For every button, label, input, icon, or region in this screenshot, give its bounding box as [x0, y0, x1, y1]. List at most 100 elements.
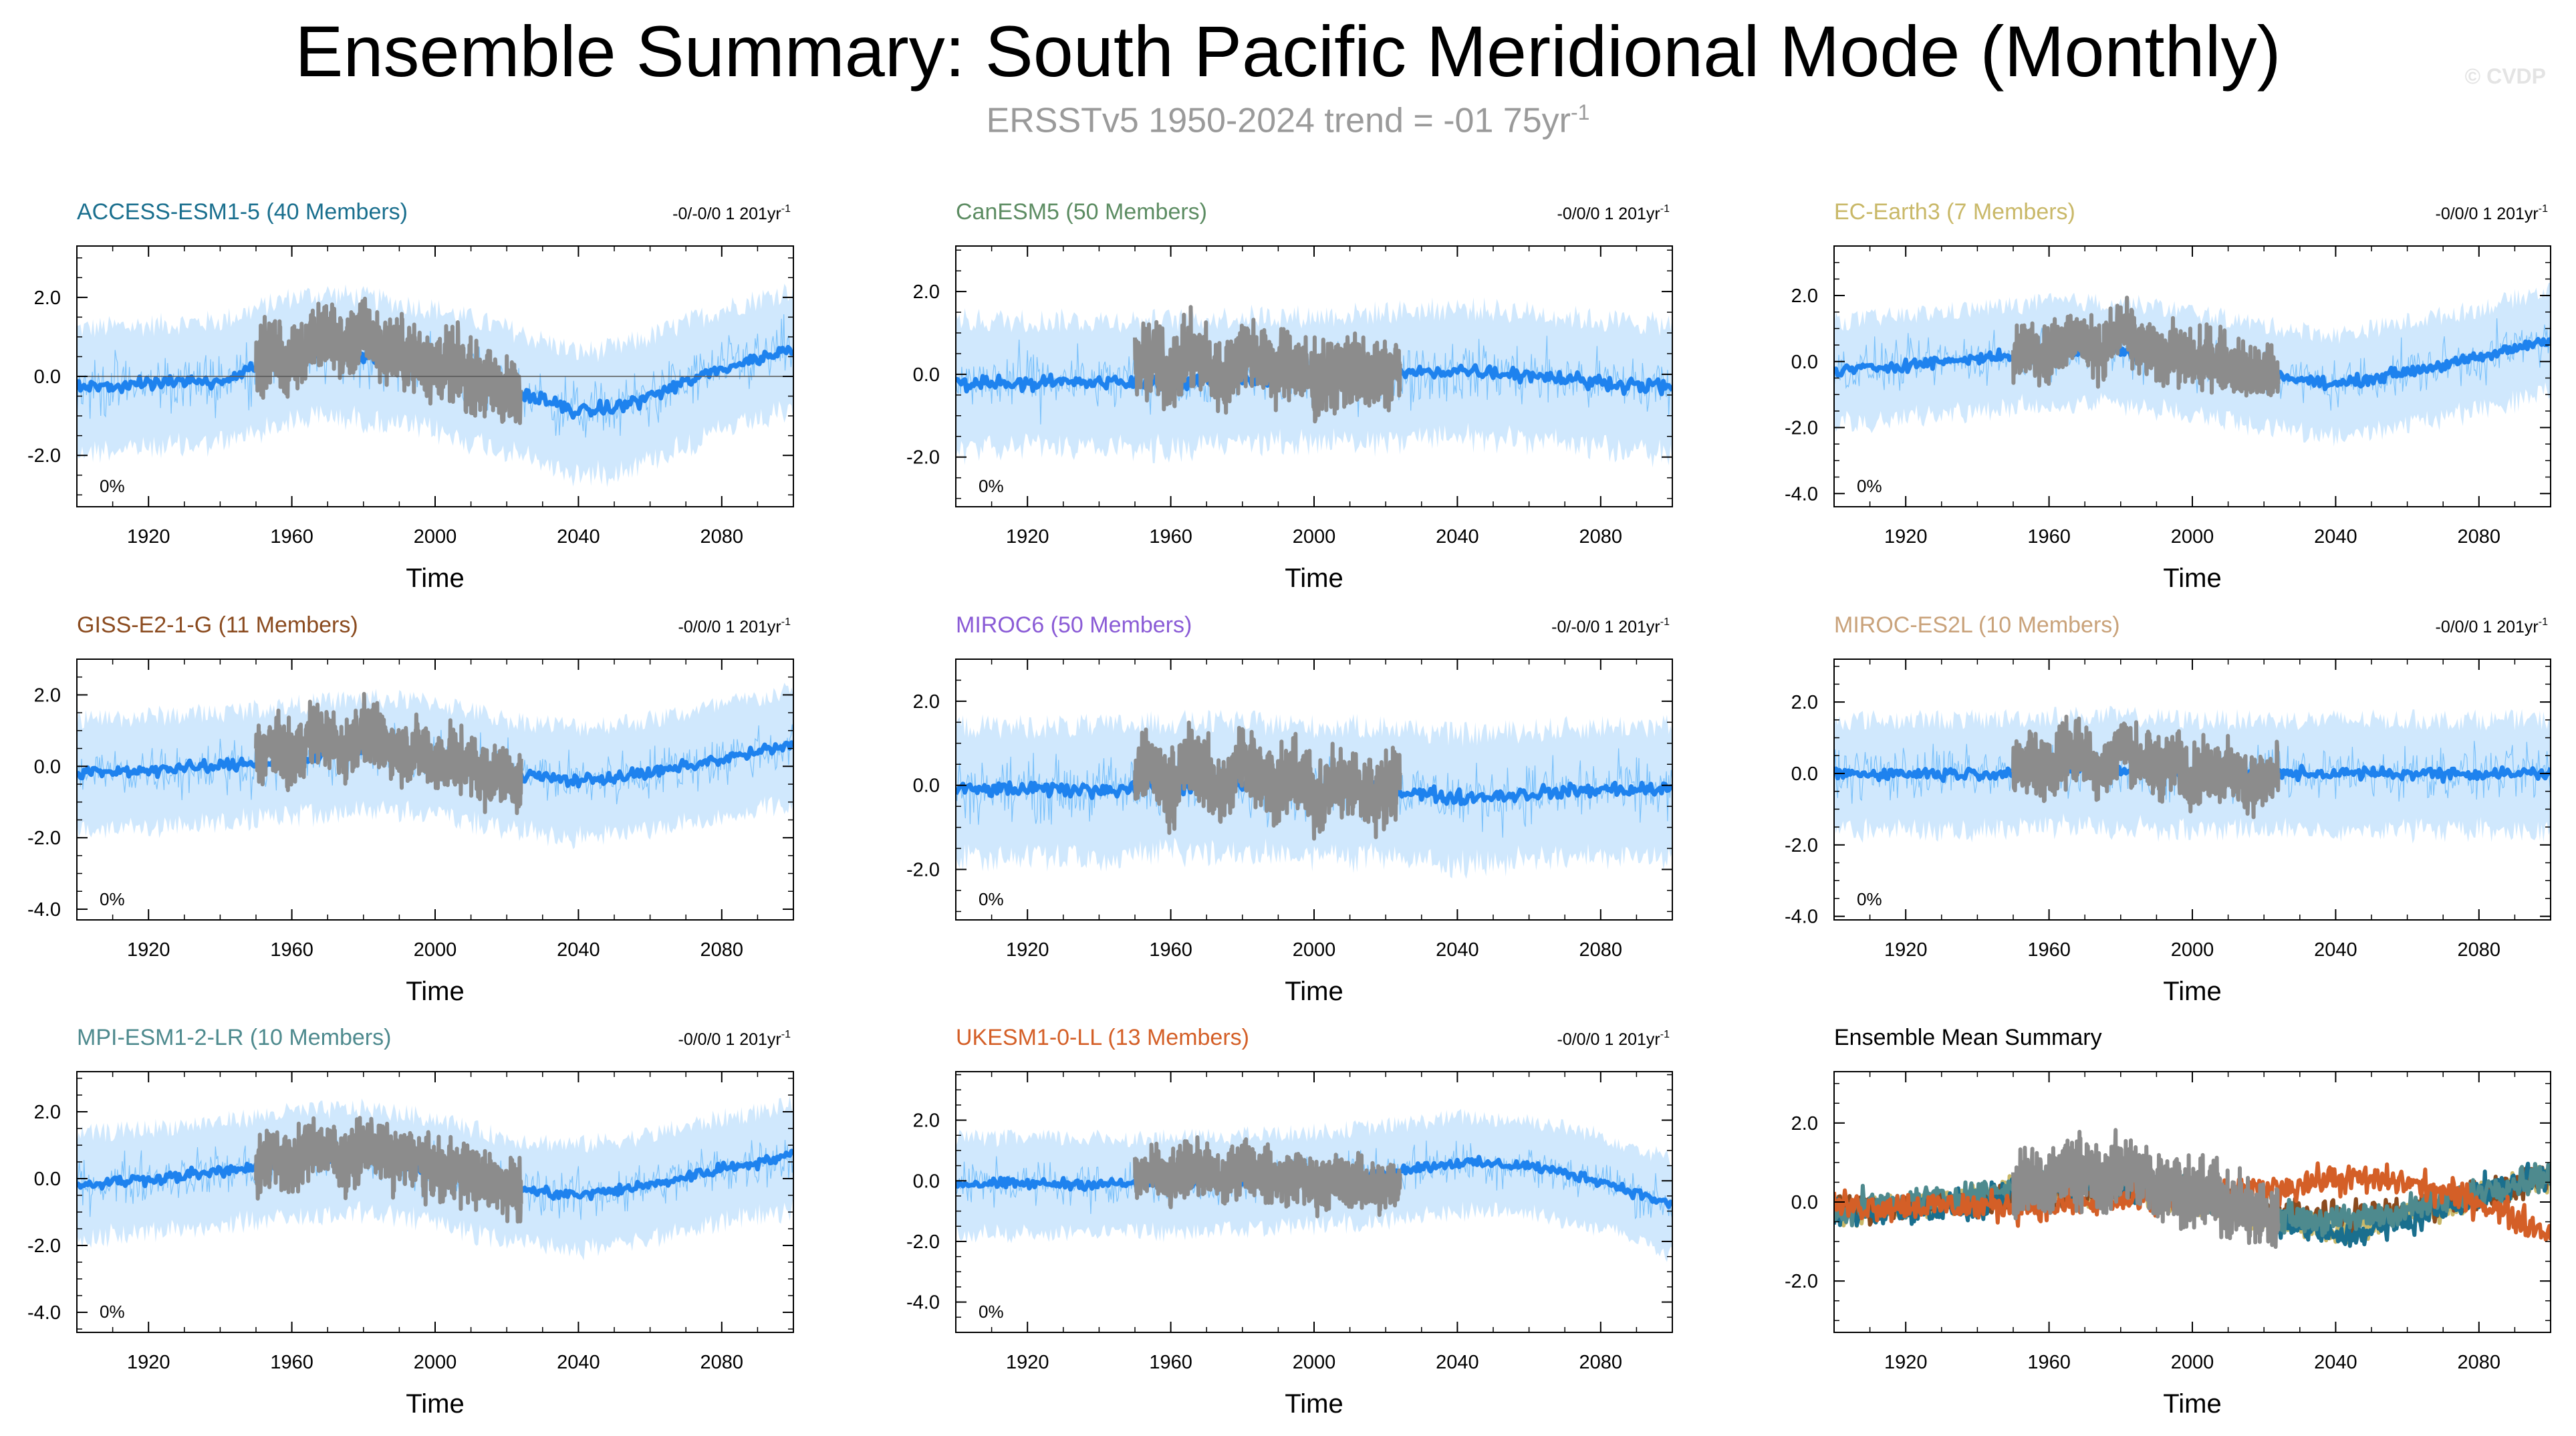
x-tick-label: 1920	[1884, 526, 1928, 548]
x-tick-label: 1920	[1006, 526, 1049, 548]
x-tick-label: 1960	[2027, 1352, 2071, 1373]
page-subtitle: ERSSTv5 1950-2024 trend = -01 75yr-1	[0, 100, 2576, 140]
x-tick-label: 2000	[2171, 1352, 2214, 1373]
trend-label-text: -0/-0/0 1 201yr	[1551, 618, 1660, 636]
y-tick-label: -4.0	[906, 1292, 940, 1314]
trend-label-text: -0/0/0 1 201yr	[678, 618, 781, 636]
observed-series-line	[2011, 715, 2281, 820]
chart-panel: MIROC-ES2L (10 Members) -0/0/0 1 201yr-1 1…	[1785, 612, 2551, 1006]
y-tick-label: 2.0	[34, 1102, 61, 1123]
y-tick-label: -2.0	[906, 860, 940, 881]
trend-label-superscript: -1	[1660, 203, 1670, 215]
x-tick-label: 2040	[1436, 526, 1479, 548]
observed-series-line	[1133, 305, 1402, 424]
percent-label: 0%	[100, 1302, 125, 1322]
plot-area	[956, 297, 1672, 468]
trend-label-superscript: -1	[2539, 203, 2548, 215]
y-tick-label: -2.0	[906, 447, 940, 469]
x-tick-label: 2000	[1293, 939, 1336, 961]
x-tick-label: 1960	[1149, 939, 1192, 961]
x-tick-label: 1960	[270, 526, 313, 548]
trend-label: -0/0/0 1 201yr-1	[2436, 616, 2549, 636]
x-axis-label: Time	[1285, 1389, 1343, 1419]
trend-label-text: -0/0/0 1 201yr	[678, 1030, 781, 1049]
percent-label: 0%	[100, 476, 125, 496]
x-tick-label: 1960	[270, 1352, 313, 1373]
page-title: Ensemble Summary: South Pacific Meridion…	[295, 11, 2281, 92]
percent-label: 0%	[1857, 476, 1882, 496]
trend-label: -0/0/0 1 201yr-1	[678, 1029, 791, 1049]
panel-title: Ensemble Mean Summary	[1834, 1025, 2102, 1050]
panel-title: MIROC6 (50 Members)	[956, 612, 1192, 638]
x-tick-label: 2000	[2171, 939, 2214, 961]
plot-area	[956, 709, 1672, 879]
chart-panel: MPI-ESM1-2-LR (10 Members) -0/0/0 1 201yr…	[27, 1025, 794, 1419]
observed-series-line	[2011, 295, 2281, 398]
y-tick-label: -4.0	[27, 899, 61, 921]
x-tick-label: 2040	[557, 526, 600, 548]
subtitle-text: ERSSTv5 1950-2024 trend = -01 75yr	[986, 101, 1571, 140]
trend-label-superscript: -1	[781, 616, 791, 628]
x-tick-label: 2080	[2458, 1352, 2501, 1373]
y-tick-label: -2.0	[906, 1231, 940, 1253]
y-tick-label: 2.0	[1791, 285, 1818, 307]
x-tick-label: 2080	[700, 1352, 744, 1373]
percent-label: 0%	[1857, 889, 1882, 909]
chart-panel: EC-Earth3 (7 Members) -0/0/0 1 201yr-1 192…	[1785, 199, 2551, 593]
y-tick-label: 0.0	[34, 756, 61, 777]
y-tick-label: 0.0	[913, 1171, 940, 1192]
trend-label: -0/0/0 1 201yr-1	[678, 616, 791, 636]
trend-label: -0/-0/0 1 201yr-1	[672, 203, 791, 223]
plot-area	[77, 1096, 793, 1261]
trend-label-superscript: -1	[2539, 616, 2548, 628]
percent-label: 0%	[979, 476, 1004, 496]
trend-label-superscript: -1	[781, 203, 791, 215]
panel-title: MPI-ESM1-2-LR (10 Members)	[77, 1025, 391, 1050]
y-tick-label: -2.0	[1785, 1271, 1818, 1292]
observed-series-line	[254, 692, 523, 816]
y-tick-label: 0.0	[1791, 763, 1818, 785]
x-tick-label: 1960	[2027, 526, 2071, 548]
y-tick-label: -2.0	[27, 445, 61, 467]
trend-label-superscript: -1	[781, 1029, 791, 1040]
x-tick-label: 2000	[2171, 526, 2214, 548]
x-tick-label: 1960	[1149, 1352, 1192, 1373]
observed-series-line	[2011, 1128, 2281, 1249]
x-tick-label: 1920	[127, 526, 170, 548]
trend-label-text: -0/0/0 1 201yr	[2436, 618, 2539, 636]
y-tick-label: 2.0	[34, 287, 61, 309]
x-axis-label: Time	[1285, 564, 1343, 593]
x-tick-label: 1960	[2027, 939, 2071, 961]
y-tick-label: 2.0	[1791, 692, 1818, 713]
cvdp-watermark: © CVDP	[2464, 64, 2546, 88]
panel-title: CanESM5 (50 Members)	[956, 199, 1207, 225]
x-tick-label: 1920	[1006, 939, 1049, 961]
x-tick-label: 2080	[700, 939, 744, 961]
x-axis-label: Time	[1285, 977, 1343, 1006]
panel-title: UKESM1-0-LL (13 Members)	[956, 1025, 1249, 1050]
x-tick-label: 1920	[1884, 939, 1928, 961]
x-tick-label: 2040	[2314, 939, 2357, 961]
percent-label: 0%	[100, 889, 125, 909]
plot-area	[1834, 1128, 2551, 1249]
x-tick-label: 2040	[2314, 1352, 2357, 1373]
y-tick-label: 2.0	[34, 685, 61, 706]
chart-panel: GISS-E2-1-G (11 Members) -0/0/0 1 201yr-1…	[27, 612, 794, 1006]
x-axis-label: Time	[406, 564, 464, 593]
x-tick-label: 2040	[1436, 939, 1479, 961]
chart-panel: UKESM1-0-LL (13 Members) -0/0/0 1 201yr-1…	[906, 1025, 1673, 1419]
chart-panel: CanESM5 (50 Members) -0/0/0 1 201yr-1 1920…	[906, 199, 1673, 593]
y-tick-label: 2.0	[913, 1110, 940, 1132]
observed-series-line	[254, 1116, 523, 1224]
y-tick-label: 0.0	[913, 364, 940, 386]
x-tick-label: 2040	[557, 1352, 600, 1373]
x-tick-label: 2000	[414, 939, 457, 961]
x-tick-label: 2080	[1579, 1352, 1623, 1373]
trend-label-superscript: -1	[1660, 616, 1670, 628]
y-tick-label: -2.0	[27, 1235, 61, 1257]
y-tick-label: -4.0	[1785, 907, 1818, 928]
x-axis-label: Time	[2163, 1389, 2221, 1419]
y-tick-label: -4.0	[1785, 483, 1818, 505]
x-tick-label: 2000	[1293, 1352, 1336, 1373]
